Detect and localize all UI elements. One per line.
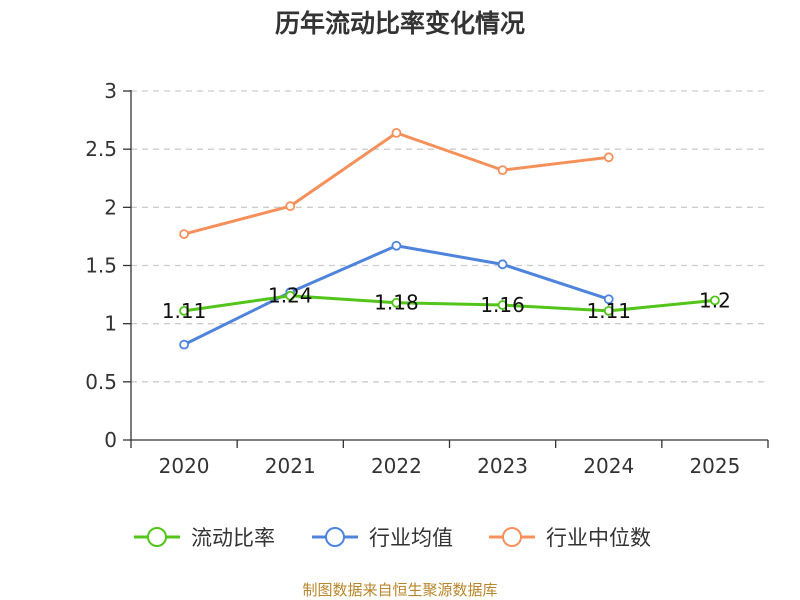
- data-point: [603, 305, 614, 316]
- x-tick-label: 2020: [159, 454, 210, 478]
- x-tick-label: 2021: [265, 454, 316, 478]
- grid-lines: [131, 90, 768, 383]
- y-tick-label: 2.5: [85, 137, 117, 161]
- y-tick-label: 1: [104, 312, 117, 336]
- y-tick-label: 1.5: [85, 254, 117, 278]
- series-line-2: [183, 131, 609, 236]
- legend-label-0: 流动比率: [191, 526, 275, 550]
- data-point: [285, 201, 296, 212]
- data-label: 1.18: [374, 291, 419, 315]
- data-labels: 1.11 1.24 1.18 1.16 1.11 1.2: [162, 284, 731, 323]
- data-point: [285, 290, 296, 301]
- series-line-0: [183, 294, 716, 313]
- x-tick-label: 2022: [371, 454, 422, 478]
- data-point: [603, 294, 614, 305]
- y-tick-label: 0: [104, 428, 117, 452]
- data-point: [391, 127, 402, 138]
- source-note: 制图数据来自恒生聚源数据库: [302, 581, 497, 599]
- axes: 0 0.5 1 1.5 2 2.5 3 2020 2021 2022 2023 2024 2025: [85, 79, 769, 478]
- data-point: [603, 152, 614, 163]
- data-point: [179, 305, 189, 316]
- legend-marker-0: [147, 527, 167, 547]
- data-point: [497, 165, 508, 176]
- y-tick-label: 3: [104, 79, 117, 103]
- x-tick-label: 2023: [477, 454, 528, 478]
- data-point: [391, 297, 402, 308]
- data-point: [710, 295, 720, 306]
- y-tick-label: 2: [104, 195, 117, 219]
- y-tick-label: 0.5: [85, 370, 117, 394]
- data-point: [497, 259, 508, 270]
- data-label: 1.11: [586, 299, 631, 323]
- data-label: 1.11: [162, 299, 207, 323]
- data-point: [497, 300, 508, 310]
- chart-title: 历年流动比率变化情况: [275, 9, 525, 38]
- legend: 流动比率 行业均值 行业中位数: [134, 526, 651, 550]
- data-point: [391, 240, 402, 251]
- legend-marker-2: [502, 527, 522, 547]
- data-label: 1.24: [268, 284, 313, 308]
- data-label: 1.16: [480, 293, 525, 317]
- legend-label-2: 行业中位数: [546, 526, 651, 550]
- data-point: [179, 339, 189, 350]
- legend-label-1: 行业均值: [369, 526, 453, 550]
- legend-marker-1: [325, 527, 345, 547]
- series-layer: [179, 127, 720, 350]
- data-point: [179, 229, 189, 239]
- data-label: 1.2: [699, 288, 731, 312]
- x-tick-label: 2025: [689, 454, 740, 478]
- x-tick-label: 2024: [583, 454, 634, 478]
